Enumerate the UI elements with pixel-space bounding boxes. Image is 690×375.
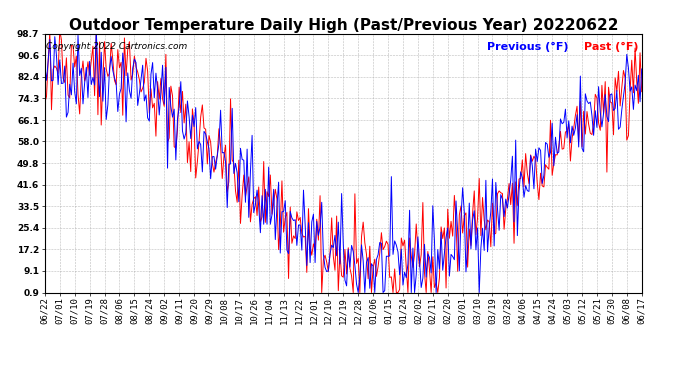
Previous (°F) (41, 63, 49, 68)
Previous (°F) (57, 81, 66, 86)
Past (°F) (384, 242, 392, 247)
Previous (°F) (384, 254, 392, 258)
Line: Past (°F): Past (°F) (45, 30, 642, 292)
Past (°F) (56, 28, 64, 33)
Previous (°F) (638, 67, 646, 71)
Past (°F) (568, 136, 576, 141)
Previous (°F) (354, 290, 362, 295)
Previous (°F) (568, 124, 576, 128)
Text: Previous (°F): Previous (°F) (486, 42, 569, 52)
Past (°F) (59, 76, 67, 81)
Previous (°F) (417, 285, 425, 290)
Previous (°F) (404, 262, 412, 266)
Text: Past (°F): Past (°F) (584, 42, 639, 52)
Past (°F) (638, 90, 646, 94)
Previous (°F) (92, 28, 100, 33)
Past (°F) (404, 290, 412, 295)
Past (°F) (153, 80, 161, 84)
Previous (°F) (153, 87, 161, 92)
Past (°F) (41, 100, 49, 105)
Past (°F) (417, 252, 425, 257)
Text: Copyright 2022 Cartronics.com: Copyright 2022 Cartronics.com (46, 42, 187, 51)
Title: Outdoor Temperature Daily High (Past/Previous Year) 20220622: Outdoor Temperature Daily High (Past/Pre… (68, 18, 618, 33)
Past (°F) (317, 290, 326, 295)
Line: Previous (°F): Previous (°F) (45, 30, 642, 292)
